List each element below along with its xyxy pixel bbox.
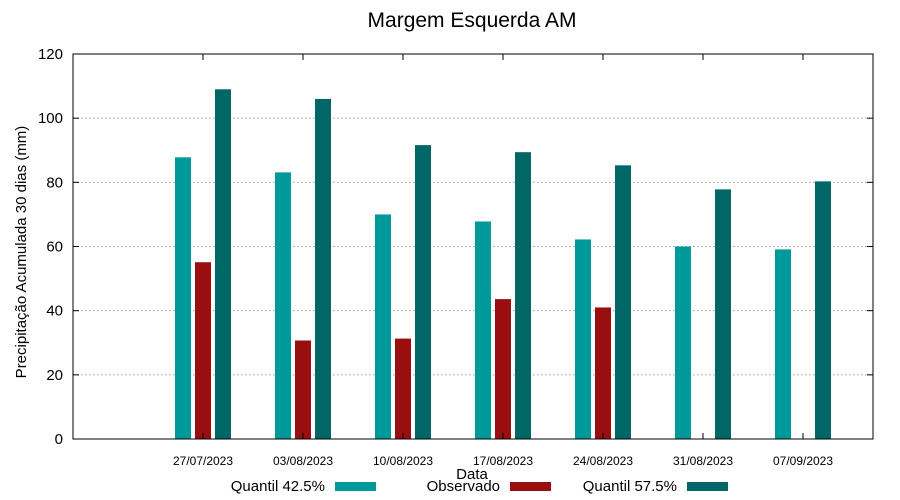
- bar: [715, 189, 731, 439]
- bar: [375, 214, 391, 439]
- y-tick-label: 20: [46, 367, 63, 384]
- legend: Quantil 42.5% Observado Quantil 57.5%: [231, 478, 728, 495]
- legend-label: Quantil 42.5%: [231, 478, 325, 495]
- legend-swatch: [687, 482, 728, 491]
- bar: [395, 338, 411, 439]
- x-tick-label: 24/08/2023: [573, 454, 633, 468]
- bar: [495, 299, 511, 439]
- bar: [575, 239, 591, 439]
- legend-label: Quantil 57.5%: [583, 478, 677, 495]
- x-tick-label: 31/08/2023: [673, 454, 733, 468]
- y-tick-label: 60: [46, 239, 63, 256]
- bar: [815, 181, 831, 439]
- x-tick-label: 10/08/2023: [373, 454, 433, 468]
- legend-swatch: [335, 482, 376, 491]
- x-tick-label: 03/08/2023: [273, 454, 333, 468]
- bar: [275, 172, 291, 439]
- chart-title: Margem Esquerda AM: [368, 9, 577, 32]
- bar: [515, 152, 531, 440]
- bar: [175, 157, 191, 439]
- bar: [195, 262, 211, 439]
- legend-swatch: [510, 482, 551, 491]
- bar: [595, 307, 611, 439]
- bar: [475, 221, 491, 439]
- x-tick-label: 27/07/2023: [173, 454, 233, 468]
- bar: [775, 249, 791, 439]
- grid-lines: [73, 117, 873, 376]
- y-tick-label: 0: [55, 431, 63, 448]
- bar: [415, 145, 431, 439]
- axes: 0 20 40 60 80 100 120 27/07/2023 03/08/2023 10/08…: [38, 46, 873, 468]
- x-axis-label: Data: [456, 466, 488, 483]
- y-tick-label: 40: [46, 303, 63, 320]
- x-tick-label: 07/09/2023: [773, 454, 833, 468]
- bar: [295, 340, 311, 439]
- bar: [675, 246, 691, 439]
- bar: [215, 89, 231, 440]
- y-tick-label: 120: [38, 46, 63, 63]
- bar: [615, 165, 631, 439]
- x-tick-label: 17/08/2023: [473, 454, 533, 468]
- y-tick-label: 100: [38, 110, 63, 127]
- bars: [175, 89, 831, 440]
- y-tick-label: 80: [46, 174, 63, 191]
- legend-label: Observado: [427, 478, 500, 495]
- bar: [315, 98, 331, 440]
- y-axis-label: Precipitação Acumulada 30 dias (mm): [13, 126, 30, 379]
